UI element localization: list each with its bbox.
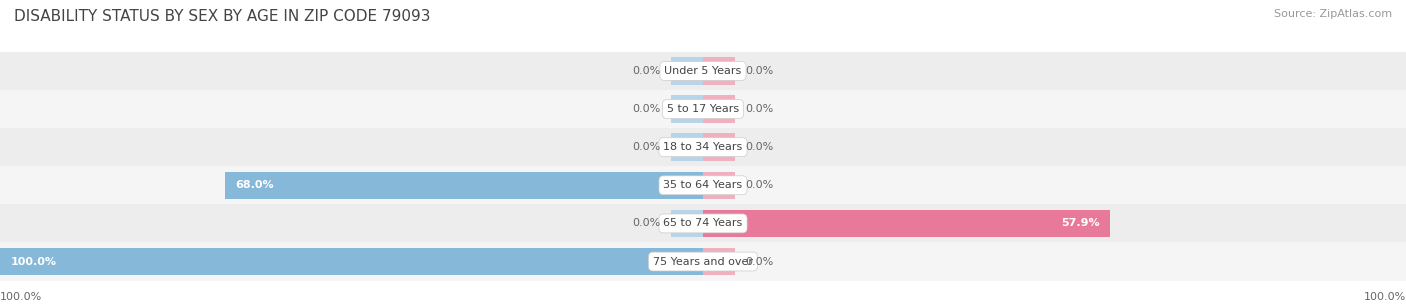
Text: DISABILITY STATUS BY SEX BY AGE IN ZIP CODE 79093: DISABILITY STATUS BY SEX BY AGE IN ZIP C…: [14, 9, 430, 24]
Text: 68.0%: 68.0%: [236, 180, 274, 190]
Text: 0.0%: 0.0%: [745, 180, 773, 190]
Text: 0.0%: 0.0%: [745, 142, 773, 152]
Bar: [703, 57, 734, 85]
Text: 100.0%: 100.0%: [0, 292, 42, 302]
Text: 75 Years and over: 75 Years and over: [652, 257, 754, 267]
Text: Source: ZipAtlas.com: Source: ZipAtlas.com: [1274, 9, 1392, 19]
Text: 0.0%: 0.0%: [633, 104, 661, 114]
Text: 0.0%: 0.0%: [633, 142, 661, 152]
Bar: [703, 248, 734, 275]
Text: 0.0%: 0.0%: [745, 66, 773, 76]
Bar: [703, 171, 734, 199]
Bar: [0, 90, 1406, 128]
Bar: [703, 134, 734, 161]
Text: 5 to 17 Years: 5 to 17 Years: [666, 104, 740, 114]
Bar: [0, 128, 1406, 166]
Text: 65 to 74 Years: 65 to 74 Years: [664, 218, 742, 228]
Bar: [0, 242, 1406, 281]
Bar: [672, 134, 703, 161]
Text: 100.0%: 100.0%: [1364, 292, 1406, 302]
Bar: [0, 52, 1406, 90]
Text: 0.0%: 0.0%: [745, 257, 773, 267]
Bar: [703, 210, 1111, 237]
Bar: [225, 171, 703, 199]
Bar: [672, 95, 703, 123]
Bar: [672, 210, 703, 237]
Bar: [0, 248, 703, 275]
Bar: [703, 95, 734, 123]
Text: 0.0%: 0.0%: [633, 66, 661, 76]
Text: 35 to 64 Years: 35 to 64 Years: [664, 180, 742, 190]
Text: 0.0%: 0.0%: [745, 104, 773, 114]
Text: 18 to 34 Years: 18 to 34 Years: [664, 142, 742, 152]
Bar: [672, 57, 703, 85]
Text: 0.0%: 0.0%: [633, 218, 661, 228]
Text: Under 5 Years: Under 5 Years: [665, 66, 741, 76]
Bar: [0, 166, 1406, 204]
Text: 100.0%: 100.0%: [10, 257, 56, 267]
Bar: [0, 204, 1406, 242]
Text: 57.9%: 57.9%: [1062, 218, 1099, 228]
Bar: [672, 210, 703, 237]
Bar: [703, 210, 734, 237]
